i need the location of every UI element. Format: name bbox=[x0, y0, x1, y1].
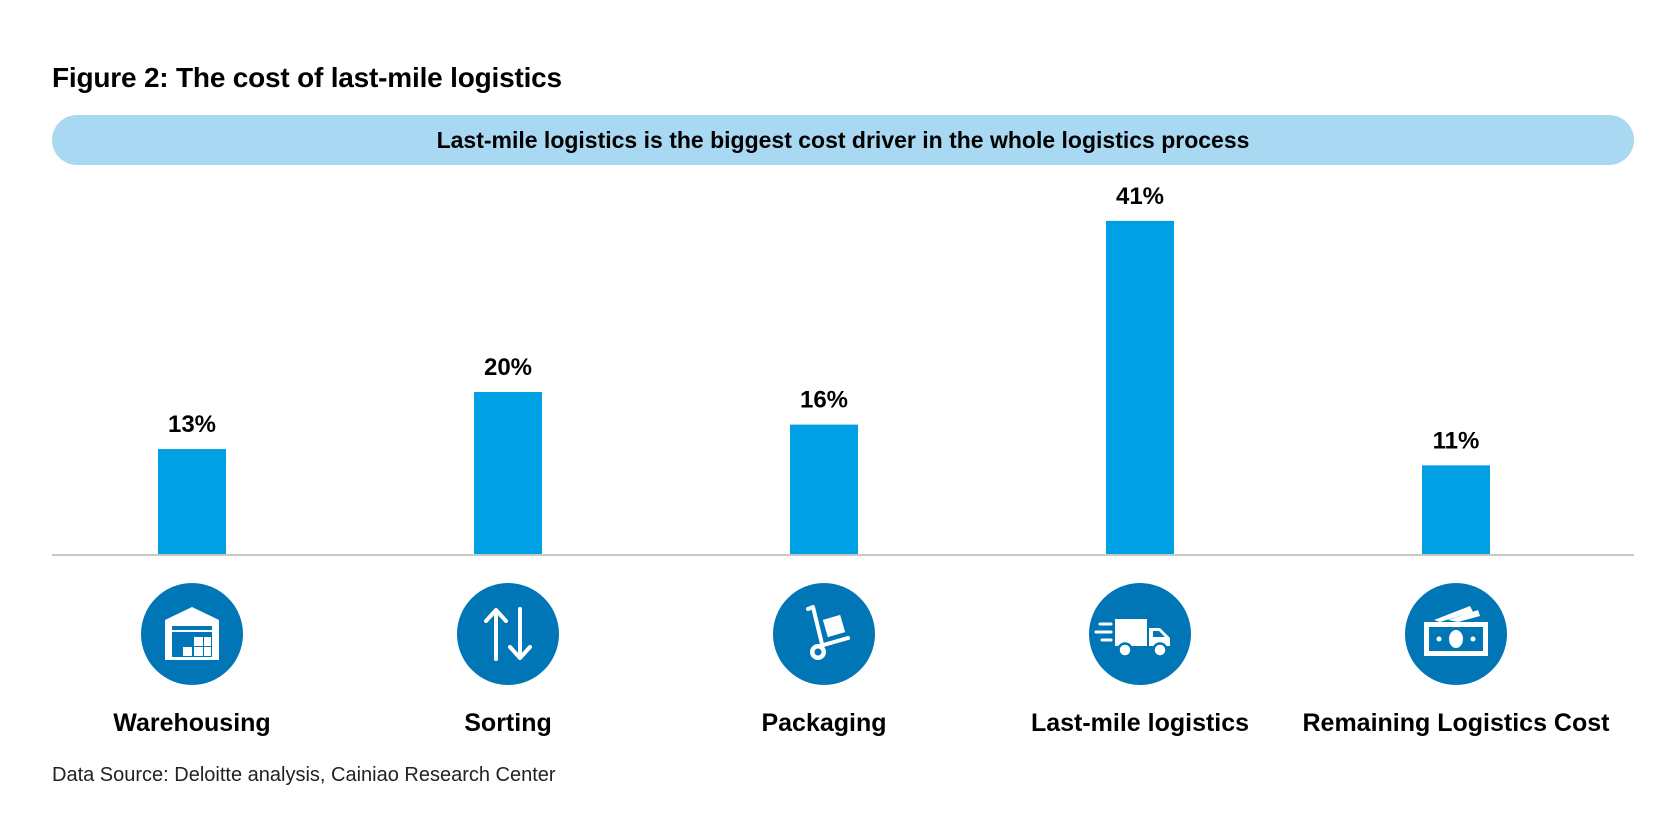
bar-value-label-warehousing: 13% bbox=[168, 411, 216, 438]
icons-layer bbox=[141, 583, 1507, 685]
bar-value-label-last-mile-logistics: 41% bbox=[1116, 183, 1164, 210]
category-labels-layer: Warehousing Sorting Packaging Last-mile log… bbox=[113, 709, 1610, 737]
category-label-sorting: Sorting bbox=[464, 709, 552, 737]
bar-value-label-sorting: 20% bbox=[484, 354, 532, 381]
category-label-last-mile-logistics: Last-mile logistics bbox=[1031, 709, 1249, 737]
bar-last-mile-logistics bbox=[1106, 220, 1174, 555]
cash-icon bbox=[1405, 583, 1507, 685]
category-label-warehousing: Warehousing bbox=[113, 709, 270, 737]
delivery-truck-icon bbox=[1089, 583, 1191, 685]
category-label-remaining-logistics-cost: Remaining Logistics Cost bbox=[1303, 709, 1611, 737]
headline-banner: Last-mile logistics is the biggest cost … bbox=[52, 115, 1634, 165]
sorting-arrows-icon bbox=[457, 583, 559, 685]
bar-sorting bbox=[474, 392, 542, 555]
data-source-note: Data Source: Deloitte analysis, Cainiao … bbox=[52, 764, 556, 786]
figure-title: Figure 2: The cost of last-mile logistic… bbox=[52, 62, 562, 93]
bar-value-label-remaining-logistics-cost: 11% bbox=[1433, 427, 1480, 454]
bar-value-label-packaging: 16% bbox=[800, 387, 848, 414]
hand-truck-icon bbox=[773, 583, 875, 685]
bars-layer: 13% 20% 16% 41% 11% bbox=[158, 183, 1490, 555]
warehouse-icon bbox=[141, 583, 243, 685]
bar-packaging bbox=[790, 424, 858, 555]
bar-remaining-logistics-cost bbox=[1422, 465, 1490, 555]
category-label-packaging: Packaging bbox=[761, 709, 886, 737]
bar-warehousing bbox=[158, 449, 226, 555]
